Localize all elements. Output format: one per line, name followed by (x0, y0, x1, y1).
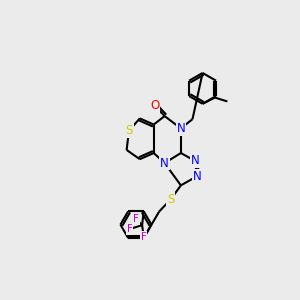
Text: F: F (127, 224, 133, 234)
Text: F: F (133, 214, 139, 224)
Text: F: F (141, 232, 147, 242)
Text: N: N (176, 122, 185, 135)
Text: N: N (190, 154, 199, 167)
Text: O: O (150, 99, 159, 112)
Text: S: S (167, 193, 175, 206)
Text: N: N (160, 157, 169, 169)
Text: N: N (193, 169, 202, 183)
Text: S: S (125, 124, 133, 137)
